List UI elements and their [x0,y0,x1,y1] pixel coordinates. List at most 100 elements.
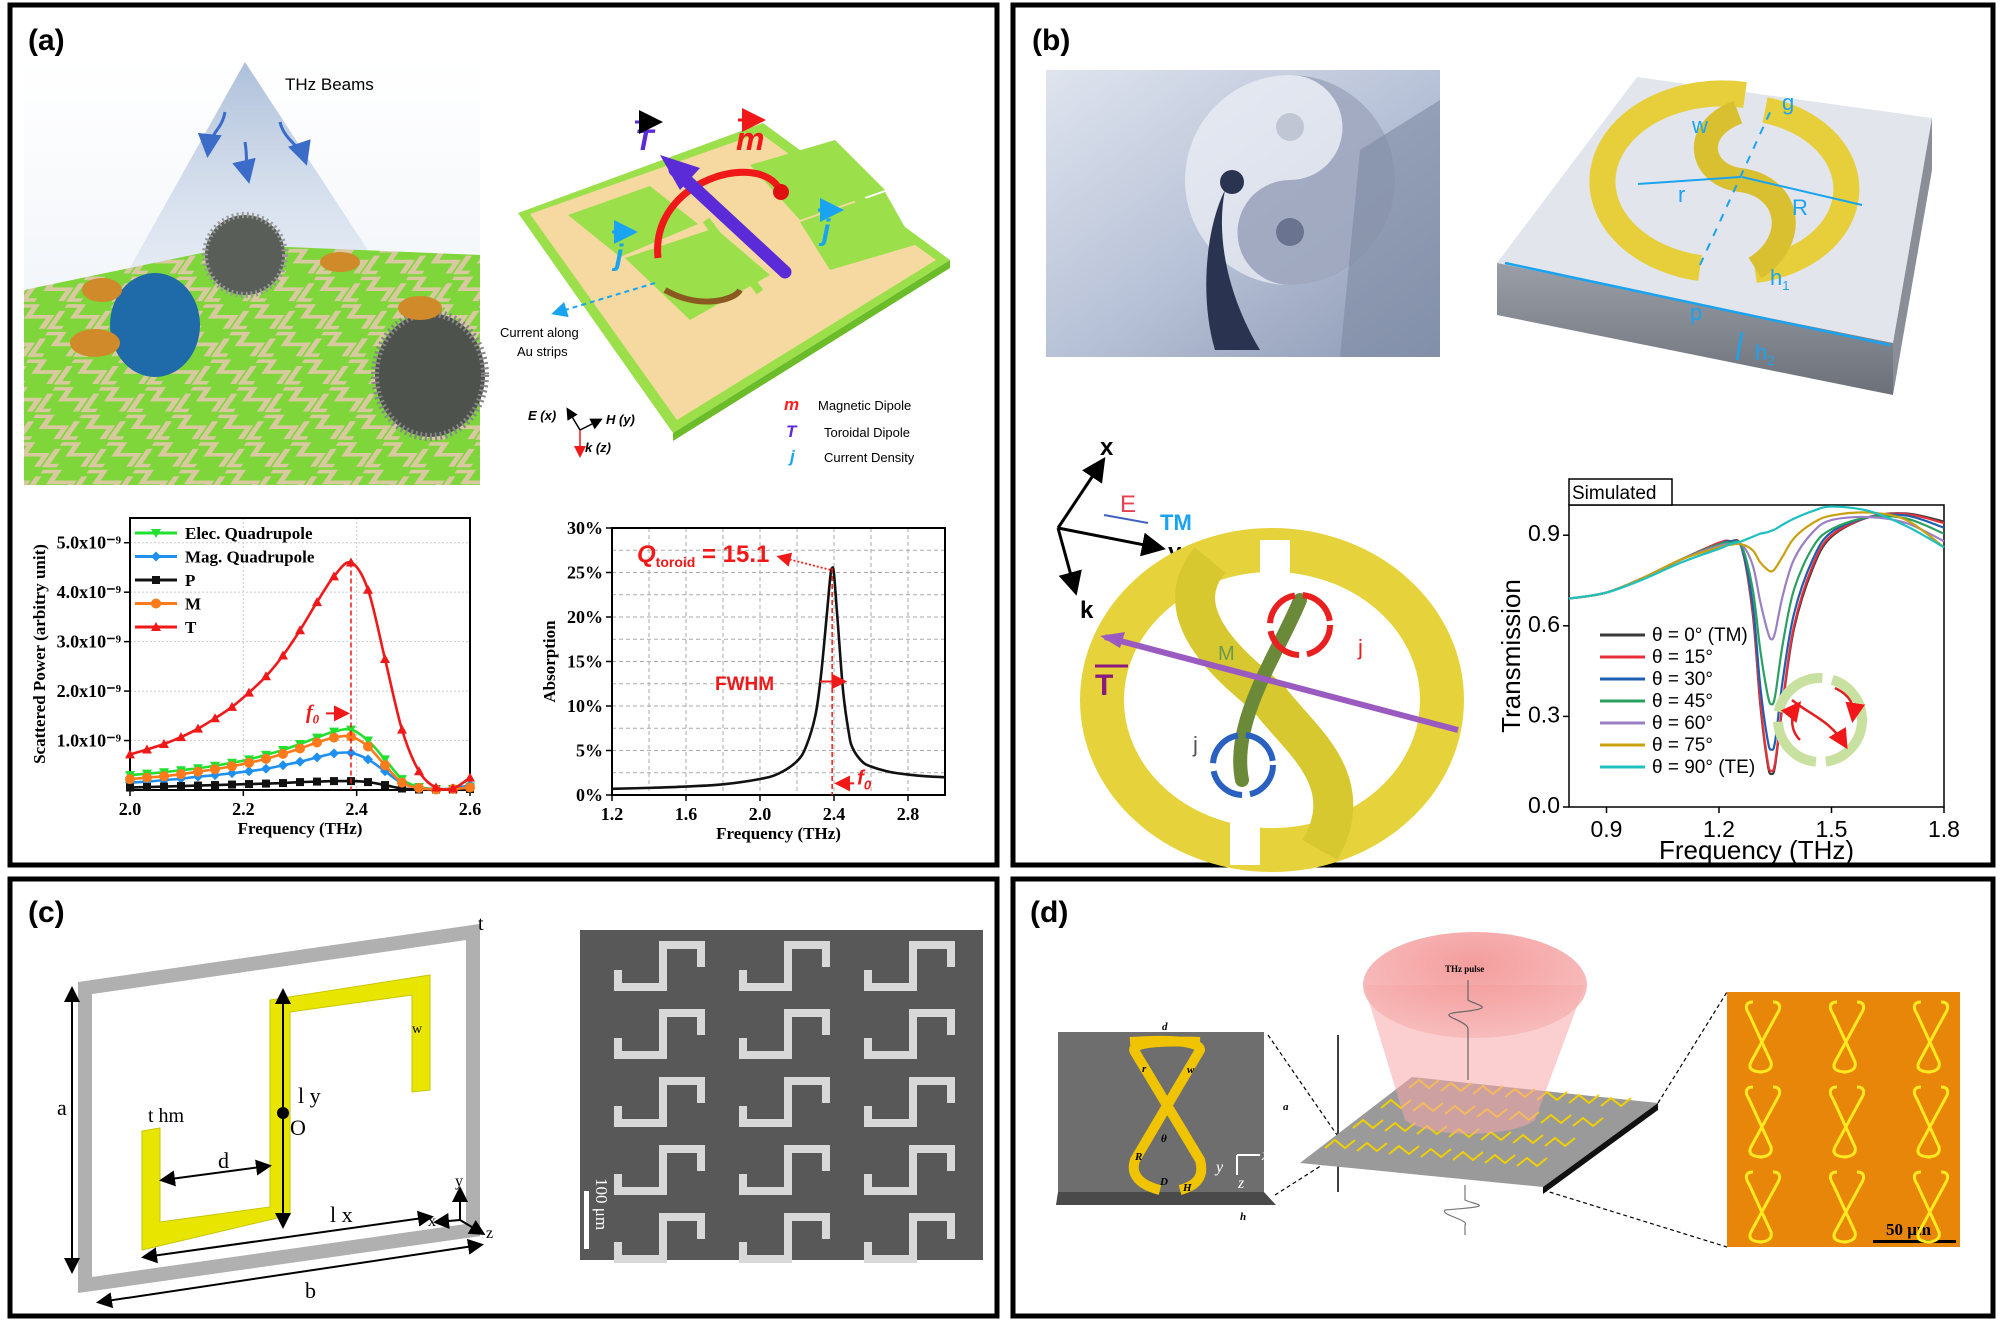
data-point [159,739,169,749]
data-point [126,783,134,792]
legend-marker [151,529,161,538]
sem-resonator [864,1213,955,1263]
data-point [193,723,203,733]
sem-image: 100 μm [580,930,983,1263]
array-resonator [1384,1121,1416,1133]
data-point [193,766,203,777]
current-density-label: j [818,214,831,247]
micrograph-resonator [1828,1170,1866,1244]
q-subscript: toroid [656,554,696,570]
data-point [279,779,287,788]
axis-x-label: x [1261,1147,1269,1164]
k-vector-axis-label: k (z) [585,440,611,455]
data-point [295,625,305,635]
array-resonator [1484,1153,1516,1165]
data-point [312,597,322,607]
dim-theta: θ [1161,1133,1167,1145]
data-point [227,768,237,779]
legend-marker [152,576,160,584]
tm-label: TM [1160,510,1192,535]
metasurface-array: THz pulse [1267,932,1728,1248]
current-distribution-inset [1773,673,1867,767]
dim-thm: t hm [148,1105,185,1127]
data-point [160,782,168,791]
y-tick-label: 30% [567,518,603,538]
data-point [380,755,390,765]
sem-resonator [614,1009,705,1059]
array-resonator [1352,1118,1384,1130]
y-tick-label: 25% [567,563,603,583]
y-axis-label: Absorption [540,620,559,703]
micrograph-resonator [1744,1085,1782,1159]
x-tick-label: 1.5 [1816,816,1848,842]
legend-marker [151,622,161,631]
panel-b-frame [1010,2,1996,868]
magnetic-moment-label: M [1218,643,1235,665]
data-point [414,783,424,794]
q-factor-annotation: Qtoroid = 15.1 [637,541,769,570]
legend-label-toroidal-dipole: Toroidal Dipole [824,425,910,440]
optical-micrograph: 50 μm [1727,992,1960,1247]
data-point [158,771,170,782]
legend-symbol-j: j [788,447,796,466]
axis-x-label: x [428,1213,436,1230]
series-line [611,566,946,791]
dimension-r: r [1678,182,1685,207]
x-axis-label: Frequency (THz) [1659,835,1854,865]
dim-ly: l y [298,1083,321,1108]
thz-beams-label: THz Beams [285,75,374,94]
y-tick-label: 2.0x10⁻⁹ [57,681,122,701]
series-line [1568,511,1945,600]
series-line [1568,505,1945,600]
legend-marker [151,551,161,562]
title-box [1568,478,1673,506]
data-point [176,732,186,742]
data-point [177,782,185,791]
dimension-h1: h1 [1770,265,1789,293]
sem-resonator [864,1145,955,1195]
sem-resonator [614,1145,705,1195]
data-point [125,774,135,785]
data-point [364,778,372,787]
x-tick-label: 2.8 [897,804,920,824]
sem-resonator [614,1077,705,1127]
f0-annotation: f0 [306,701,320,726]
chart-title: Simulated [1572,483,1657,504]
plot-area [1568,504,1945,808]
data-point [142,744,152,754]
legend-label: θ = 30° [1652,669,1713,690]
inset-current-arrow [1834,686,1866,723]
data-point [210,764,220,775]
data-point [261,753,271,764]
panel-c-label: (c) [28,896,65,929]
f0-subscript: 0 [864,777,872,792]
data-point [227,761,237,772]
legend-symbol-m: m [784,395,799,414]
bacteria [398,296,442,320]
sem-resonator [739,1077,830,1127]
y-tick-label: 5.0x10⁻⁹ [57,533,122,553]
data-point [142,772,152,783]
data-point [278,748,288,759]
micrograph-resonator [1744,1000,1782,1074]
absorption-chart: 1.2 1.6 2.0 2.4 2.8 0% 5% 10% 15% 20% 25% 30% Freque… [540,518,946,843]
spiky-cell [371,309,489,441]
series-line [1568,513,1945,751]
y-tick-label: 0.0 [1528,792,1560,818]
dim-t: t [478,913,484,935]
origin-O: O [290,1115,306,1140]
legend-label: θ = 45° [1652,691,1713,712]
f0-annotation: f0 [857,767,872,792]
sem-resonator [864,941,955,991]
bacteria [320,252,360,272]
data-point [329,571,339,581]
beam-arrow-icon [278,121,311,166]
data-point [346,747,356,758]
data-point [261,763,271,774]
data-point [397,777,407,788]
data-point [346,725,356,735]
x-axis-label: Frequency (THz) [716,824,841,843]
toroidal-mechanism-diagram: x y k E TM T M j j [1056,434,1464,872]
y-tick-label: 3.0x10⁻⁹ [57,632,122,652]
micrograph-resonator [1828,1085,1866,1159]
